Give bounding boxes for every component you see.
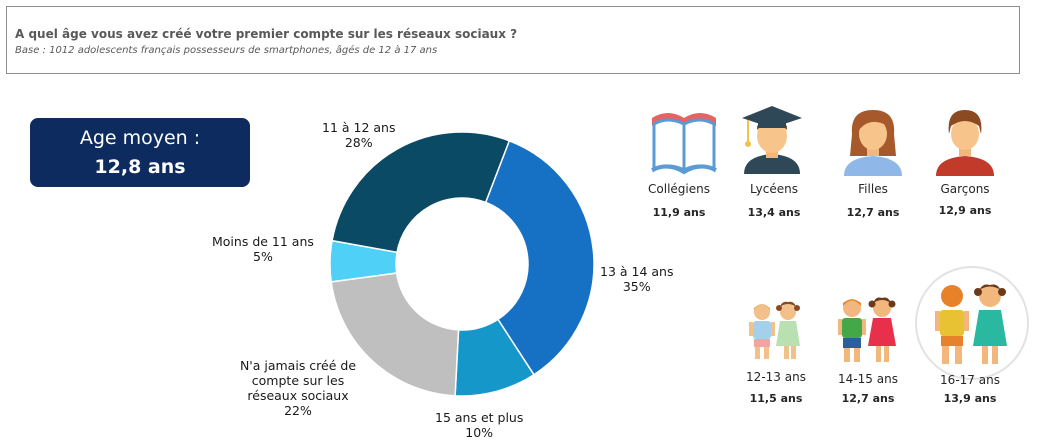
- segment-value-14-15: 12,7 ans: [841, 392, 895, 405]
- average-age-label: Age moyen :: [79, 127, 201, 149]
- slice-13-14: [484, 139, 595, 376]
- question-title: A quel âge vous avez créé votre premier …: [15, 27, 518, 41]
- segment-value-12-13: 11,5 ans: [749, 392, 803, 405]
- slice-11-12: [331, 131, 511, 254]
- graduate-icon: [742, 106, 802, 174]
- segment-label-garcons: Garçons: [940, 182, 990, 196]
- boy-icon: [936, 110, 994, 176]
- segment-value-collegiens: 11,9 ans: [652, 206, 706, 219]
- segment-label-collegiens: Collégiens: [648, 182, 710, 196]
- slice-label-under-11: Moins de 11 ans 5%: [212, 234, 314, 264]
- slice-label-never: N'a jamais créé de compte sur les réseau…: [239, 358, 357, 418]
- segment-value-garcons: 12,9 ans: [938, 204, 992, 217]
- book-icon: [651, 113, 717, 175]
- girl-icon: [844, 110, 902, 176]
- slice-never: [330, 272, 460, 397]
- kids-16-17-highlight-circle: [915, 266, 1029, 380]
- slice-label-15-plus: 15 ans et plus 10%: [435, 410, 524, 440]
- base-subtitle: Base : 1012 adolescents français possess…: [15, 45, 438, 56]
- kids-16-17-icon: [935, 284, 1007, 364]
- slice-label-13-14: 13 à 14 ans 35%: [600, 264, 674, 294]
- segment-label-12-13: 12-13 ans: [746, 370, 806, 384]
- slice-label-11-12: 11 à 12 ans 28%: [322, 120, 396, 150]
- average-age-box: Age moyen : 12,8 ans: [30, 118, 250, 187]
- segment-label-16-17: 16-17 ans: [940, 373, 1000, 387]
- kids-12-13-icon: [749, 301, 800, 359]
- header-box: A quel âge vous avez créé votre premier …: [6, 6, 1020, 74]
- segment-label-14-15: 14-15 ans: [838, 372, 898, 386]
- average-age-value: 12,8 ans: [94, 156, 186, 178]
- segment-value-filles: 12,7 ans: [846, 206, 900, 219]
- segment-value-16-17: 13,9 ans: [943, 392, 997, 405]
- segment-value-lyceens: 13,4 ans: [747, 206, 801, 219]
- kids-14-15-icon: [838, 297, 896, 362]
- segment-label-filles: Filles: [858, 182, 888, 196]
- segment-label-lyceens: Lycéens: [750, 182, 798, 196]
